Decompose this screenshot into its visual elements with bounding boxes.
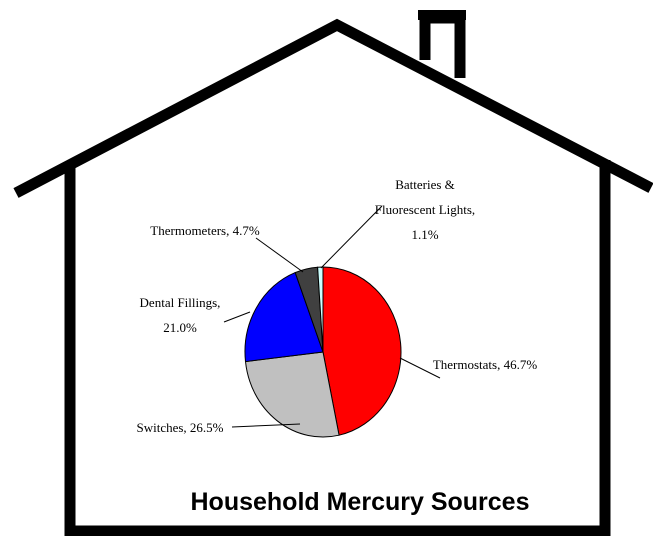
pie-slice — [323, 267, 401, 435]
page: Household Mercury Sources Thermostats, 4… — [0, 0, 653, 536]
chart-title: Household Mercury Sources — [70, 488, 650, 517]
slice-label: Thermometers, 4.7% — [150, 218, 260, 243]
slice-label: Switches, 26.5% — [125, 415, 235, 440]
chimney-cap — [418, 10, 466, 20]
slice-label: Thermostats, 46.7% — [430, 352, 540, 377]
slice-label: Dental Fillings, 21.0% — [125, 290, 235, 340]
house — [0, 0, 653, 536]
slice-label: Batteries & Fluorescent Lights, 1.1% — [370, 172, 480, 247]
leader-line — [256, 238, 303, 272]
